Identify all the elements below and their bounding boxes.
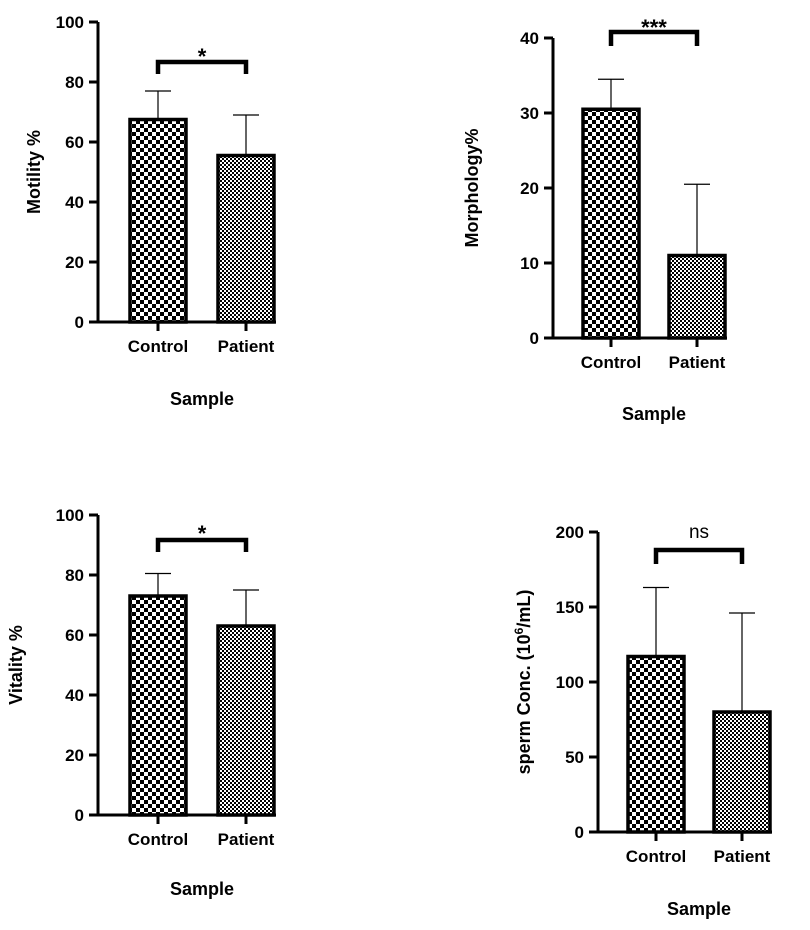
category-label: Patient: [714, 847, 771, 866]
category-label: Patient: [218, 337, 275, 356]
y-tick-label: 20: [65, 253, 84, 272]
y-axis-title-superscript: 6: [512, 627, 526, 634]
bar-patient: [712, 710, 772, 834]
significance-label: ***: [641, 15, 667, 40]
category-label: Patient: [218, 830, 275, 849]
y-tick-label: 20: [65, 746, 84, 765]
significance-label: *: [198, 44, 207, 69]
y-tick-label: 100: [56, 506, 84, 525]
bar-control: [626, 654, 686, 834]
bar-patient: [216, 624, 276, 817]
chart-panel-1: 0 20 40 60 80 100 Control Patient * Sample Motilit…: [24, 13, 276, 409]
bar-control: [581, 107, 641, 340]
y-tick-label: 100: [556, 673, 584, 692]
y-tick-label: 0: [75, 806, 84, 825]
y-tick-label: 60: [65, 626, 84, 645]
bar-patient: [216, 153, 276, 324]
y-axis-title: Motility %: [24, 130, 44, 214]
y-tick-label: 200: [556, 523, 584, 542]
y-tick-label: 0: [530, 329, 539, 348]
y-axis-title: sperm Conc. (106/mL): [512, 590, 534, 775]
chart-panel-3: 0 20 40 60 80 100 Control Patient * Sample Vitalit…: [6, 506, 276, 899]
x-axis-title: Sample: [622, 404, 686, 424]
y-tick-label: 40: [520, 29, 539, 48]
category-label: Control: [128, 337, 188, 356]
y-tick-label: 80: [65, 73, 84, 92]
y-tick-label: 40: [65, 193, 84, 212]
y-axis-title-tail: /mL): [514, 590, 534, 628]
category-label: Control: [626, 847, 686, 866]
bar-control: [128, 117, 188, 324]
y-axis-title: Vitality %: [6, 625, 26, 705]
bar-control: [128, 594, 188, 817]
bar-patient: [667, 253, 727, 340]
x-axis-title: Sample: [170, 389, 234, 409]
x-axis-title: Sample: [667, 899, 731, 919]
significance-bracket: [608, 29, 700, 46]
y-tick-label: 10: [520, 254, 539, 273]
x-axis-title: Sample: [170, 879, 234, 899]
y-tick-label: 20: [520, 179, 539, 198]
category-label: Control: [581, 353, 641, 372]
y-axis-title: Morphology%: [462, 129, 482, 248]
significance-label: ns: [689, 522, 709, 543]
y-tick-label: 0: [75, 313, 84, 332]
y-tick-label: 80: [65, 566, 84, 585]
y-tick-label: 60: [65, 133, 84, 152]
significance-bracket: [653, 547, 745, 564]
y-axis-title-main: sperm Conc. (10: [514, 634, 534, 774]
category-label: Control: [128, 830, 188, 849]
significance-bracket: [155, 537, 249, 552]
category-label: Patient: [669, 353, 726, 372]
y-tick-label: 100: [56, 13, 84, 32]
y-tick-label: 30: [520, 104, 539, 123]
significance-label: *: [198, 521, 207, 546]
y-tick-label: 40: [65, 686, 84, 705]
significance-bracket: [155, 59, 249, 74]
chart-panel-4: 0 50 100 150 200 Control Patient ns Sample sperm …: [512, 522, 772, 919]
chart-panel-2: 0 10 20 30 40 Control Patient *** Sample Morpholo…: [462, 15, 727, 424]
y-tick-label: 50: [565, 748, 584, 767]
y-tick-label: 150: [556, 598, 584, 617]
y-tick-label: 0: [575, 823, 584, 842]
